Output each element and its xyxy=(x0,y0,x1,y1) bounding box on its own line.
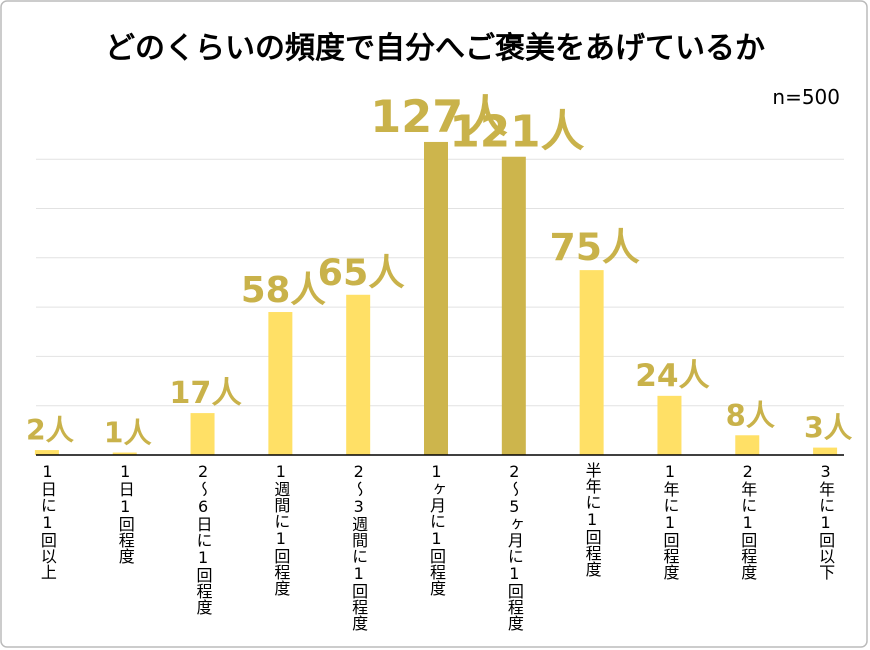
bar xyxy=(424,141,448,455)
value-label: 17人 xyxy=(169,376,242,411)
bar xyxy=(579,270,604,455)
value-label: 3人 xyxy=(804,412,853,445)
bar xyxy=(190,413,215,455)
value-label: 127人 xyxy=(370,92,508,143)
value-label: 1人 xyxy=(104,417,153,450)
x-tick-label: 3年に1回以下 xyxy=(816,462,836,580)
value-label: 8人 xyxy=(726,398,775,432)
annotation: n=500 xyxy=(772,85,840,109)
value-label: 65人 xyxy=(318,251,406,294)
bar xyxy=(346,294,371,455)
x-tick-label: 2〜3週間に1回程度 xyxy=(349,462,369,631)
x-tick-label: 1年に1回程度 xyxy=(660,462,680,580)
x-tick-label: 2〜5ヶ月に1回程度 xyxy=(504,462,524,631)
value-label: 58人 xyxy=(241,270,326,311)
bar xyxy=(34,450,59,455)
x-tick-label: 1ヶ月に1回程度 xyxy=(427,462,446,596)
bar xyxy=(112,452,137,455)
x-tick-label: 1週間に1回程度 xyxy=(271,462,291,596)
x-tick-label: 半年に1回程度 xyxy=(582,462,602,577)
value-label: 121人 xyxy=(449,107,584,158)
chart-title: どのくらいの頻度で自分へご褒美をあげているか xyxy=(105,31,765,66)
value-label: 24人 xyxy=(635,358,710,394)
bar xyxy=(268,312,293,455)
bar xyxy=(657,395,682,455)
x-tick-label: 1日1回程度 xyxy=(115,462,135,564)
bar xyxy=(735,435,760,455)
bar xyxy=(813,447,838,455)
value-label: 2人 xyxy=(26,414,75,447)
x-tick-label: 2〜6日に1回程度 xyxy=(193,462,213,615)
x-tick-label: 2年に1回程度 xyxy=(738,462,758,580)
x-tick-label: 1日に1回以上 xyxy=(37,462,57,580)
value-label: 75人 xyxy=(549,225,640,269)
bar xyxy=(501,156,526,456)
